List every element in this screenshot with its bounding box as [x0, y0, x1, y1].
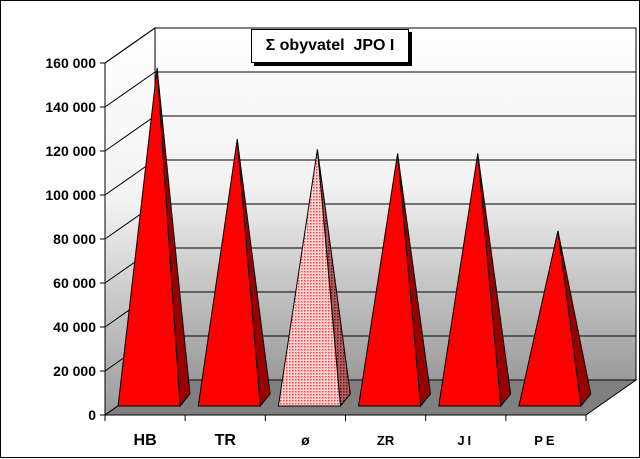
bars — [117, 67, 592, 408]
x-tick-label: ZR — [377, 433, 395, 448]
x-tick-label: ø — [301, 432, 310, 448]
x-tick-label: JI — [457, 433, 474, 448]
bar-front-face — [518, 230, 582, 407]
y-tick-label: 40 000 — [53, 319, 96, 335]
y-tick-label: 20 000 — [53, 363, 96, 379]
bar-ZR — [358, 153, 432, 408]
chart-title: Σ obyvatel JPO I — [251, 29, 409, 63]
bar-front-face — [197, 139, 261, 407]
bar-HB — [117, 67, 191, 408]
y-tick-label: 80 000 — [53, 231, 96, 247]
y-tick-label: 0 — [88, 407, 96, 423]
y-tick-label: 120 000 — [45, 143, 96, 159]
bar-front-face — [277, 149, 341, 407]
y-axis: 0 20 000 40 000 60 000 80 000 100 000 120 000 1… — [45, 55, 106, 423]
y-tick-label: 140 000 — [45, 99, 96, 115]
bar-front-face — [358, 153, 422, 407]
bar-JI — [438, 153, 512, 408]
x-tick-label: HB — [134, 432, 157, 449]
gridline — [104, 27, 636, 64]
y-tick-label: 160 000 — [45, 55, 96, 71]
x-tick-label: TR — [215, 432, 237, 449]
bar-front-face — [117, 67, 181, 407]
x-axis: HB TR ø ZR JI PE — [104, 414, 587, 449]
gridline — [104, 71, 636, 108]
bar-front-face — [438, 153, 502, 407]
bar-ø — [277, 149, 351, 408]
bar-PE — [518, 230, 592, 408]
x-tick-label: PE — [534, 433, 557, 448]
y-tick-label: 60 000 — [53, 275, 96, 291]
y-tick-label: 100 000 — [45, 187, 96, 203]
bar-TR — [197, 139, 271, 408]
